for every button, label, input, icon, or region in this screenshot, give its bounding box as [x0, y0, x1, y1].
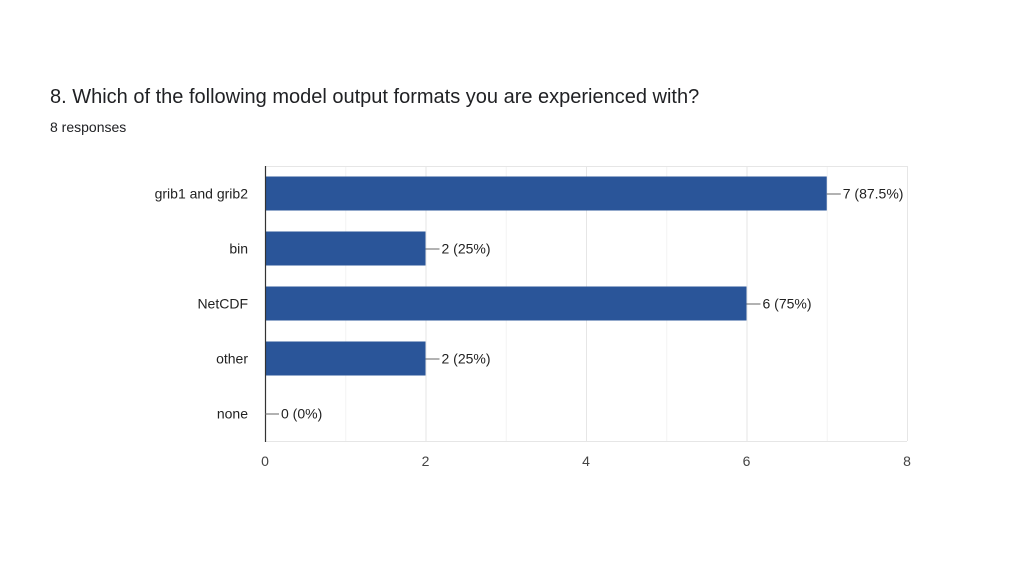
x-tick-label-6: 6 — [743, 453, 751, 469]
response-count: 8 responses — [50, 119, 127, 135]
category-label-none: none — [217, 406, 248, 422]
bars — [265, 176, 827, 376]
bar-grib1-and-grib2 — [265, 176, 827, 211]
bar-other — [265, 341, 426, 376]
question-title: 8. Which of the following model output f… — [50, 86, 700, 108]
gridlines — [265, 166, 908, 442]
x-tick-label-0: 0 — [261, 453, 269, 469]
category-label-bin: bin — [229, 241, 248, 257]
data-label-bin: 2 (25%) — [442, 241, 491, 257]
bar-bin — [265, 231, 426, 266]
data-label-other: 2 (25%) — [442, 351, 491, 367]
category-label-other: other — [216, 351, 248, 367]
data-label-grib1-and-grib2: 7 (87.5%) — [843, 186, 904, 202]
bar-netcdf — [265, 286, 747, 321]
data-label-netcdf: 6 (75%) — [763, 296, 812, 312]
x-tick-label-2: 2 — [422, 453, 430, 469]
category-label-grib1-and-grib2: grib1 and grib2 — [155, 186, 249, 202]
data-label-none: 0 (0%) — [281, 406, 322, 422]
labels: grib1 and grib2 7 (87.5%) bin 2 (25%) NetCDF… — [155, 186, 912, 470]
x-tick-label-4: 4 — [582, 453, 590, 469]
category-label-netcdf: NetCDF — [197, 296, 248, 312]
x-tick-label-8: 8 — [903, 453, 911, 469]
